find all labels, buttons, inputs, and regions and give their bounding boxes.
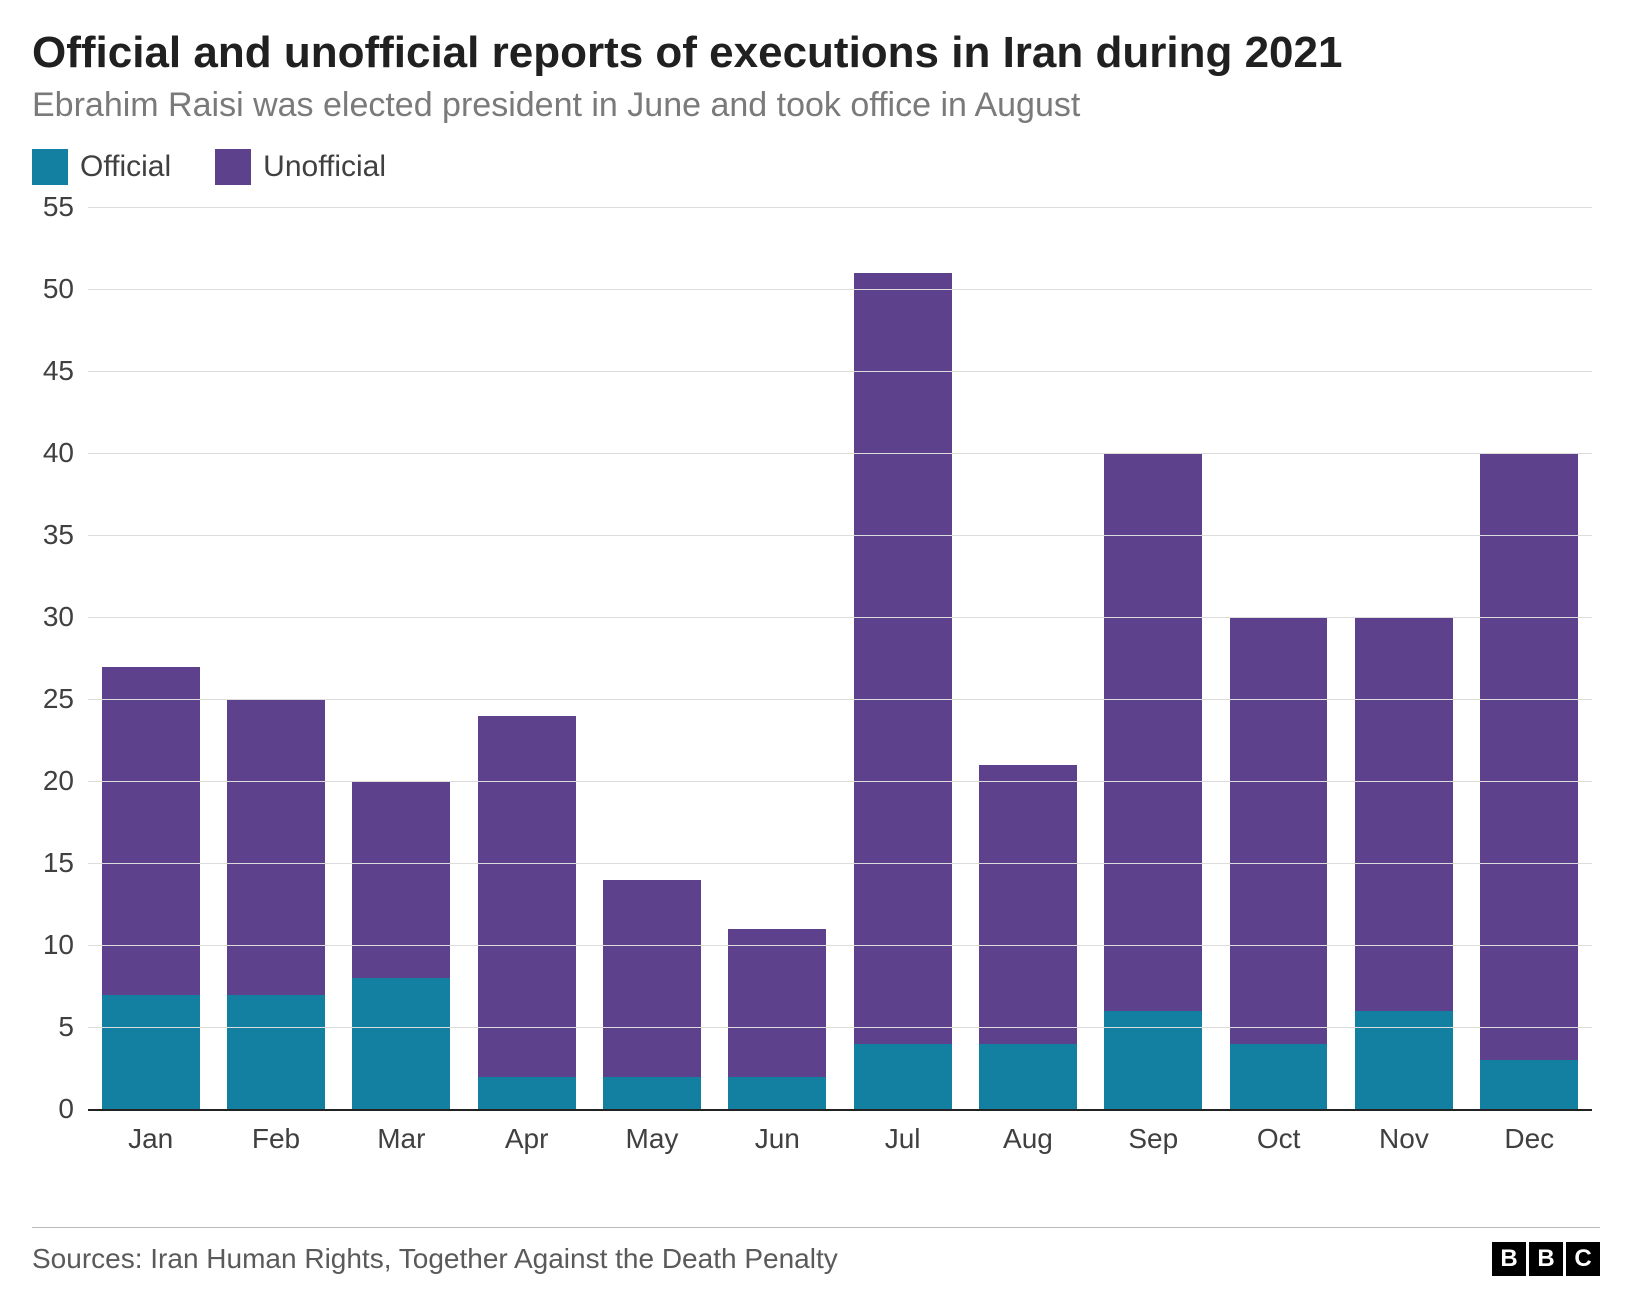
bar-segment-unofficial <box>979 765 1077 1044</box>
bar-segment-official <box>728 1077 826 1110</box>
stacked-bar <box>854 273 952 1109</box>
chart-subtitle: Ebrahim Raisi was elected president in J… <box>32 85 1600 126</box>
plot: JanFebMarAprMayJunJulAugSepOctNovDec 051… <box>88 207 1592 1111</box>
x-axis-label: May <box>626 1123 679 1155</box>
bar-segment-official <box>352 978 450 1109</box>
bar-slot: Jul <box>840 207 965 1109</box>
x-axis-label: Mar <box>377 1123 425 1155</box>
bar-segment-official <box>102 995 200 1110</box>
bbc-logo-letter: B <box>1529 1242 1563 1276</box>
bar-slot: Nov <box>1341 207 1466 1109</box>
source-text: Sources: Iran Human Rights, Together Aga… <box>32 1243 838 1275</box>
bar-segment-official <box>1355 1011 1453 1109</box>
gridline <box>88 781 1592 782</box>
gridline <box>88 1027 1592 1028</box>
bar-slot: Oct <box>1216 207 1341 1109</box>
legend-swatch-unofficial <box>215 149 251 185</box>
bar-slot: Mar <box>339 207 464 1109</box>
bar-slot: Dec <box>1467 207 1592 1109</box>
gridline <box>88 945 1592 946</box>
stacked-bar <box>728 929 826 1109</box>
y-axis-label: 40 <box>43 437 88 469</box>
y-axis-label: 10 <box>43 929 88 961</box>
bar-slot: May <box>589 207 714 1109</box>
bar-segment-official <box>1230 1044 1328 1110</box>
x-axis-label: Feb <box>252 1123 300 1155</box>
x-axis-label: Aug <box>1003 1123 1053 1155</box>
chart-footer: Sources: Iran Human Rights, Together Aga… <box>32 1227 1600 1276</box>
legend-label-unofficial: Unofficial <box>263 150 386 184</box>
gridline <box>88 371 1592 372</box>
y-axis-label: 30 <box>43 601 88 633</box>
x-axis-label: Jun <box>755 1123 800 1155</box>
gridline <box>88 453 1592 454</box>
y-axis-label: 55 <box>43 191 88 223</box>
stacked-bar <box>603 880 701 1110</box>
bar-segment-unofficial <box>478 716 576 1077</box>
x-axis-label: Nov <box>1379 1123 1429 1155</box>
y-axis-label: 15 <box>43 847 88 879</box>
bar-slot: Jan <box>88 207 213 1109</box>
stacked-bar <box>227 699 325 1109</box>
y-axis-label: 35 <box>43 519 88 551</box>
gridline <box>88 535 1592 536</box>
bar-segment-official <box>603 1077 701 1110</box>
bar-segment-official <box>1104 1011 1202 1109</box>
bar-segment-unofficial <box>1104 453 1202 1011</box>
bar-segment-unofficial <box>1480 453 1578 1060</box>
x-axis-label: Sep <box>1128 1123 1178 1155</box>
chart-container: Official and unofficial reports of execu… <box>0 0 1632 1300</box>
gridline <box>88 617 1592 618</box>
y-axis-label: 50 <box>43 273 88 305</box>
bar-segment-unofficial <box>227 699 325 994</box>
x-axis-label: Oct <box>1257 1123 1301 1155</box>
bar-segment-unofficial <box>1230 617 1328 1043</box>
bar-segment-official <box>979 1044 1077 1110</box>
y-axis-label: 5 <box>58 1011 88 1043</box>
bar-segment-official <box>227 995 325 1110</box>
y-axis-label: 20 <box>43 765 88 797</box>
legend-item-unofficial: Unofficial <box>215 149 386 185</box>
stacked-bar <box>102 667 200 1110</box>
bar-slot: Aug <box>965 207 1090 1109</box>
gridline <box>88 207 1592 208</box>
chart-title: Official and unofficial reports of execu… <box>32 28 1600 79</box>
legend: Official Unofficial <box>32 149 1600 185</box>
chart-plot-area: JanFebMarAprMayJunJulAugSepOctNovDec 051… <box>88 207 1592 1167</box>
bar-segment-unofficial <box>1355 617 1453 1011</box>
bar-slot: Jun <box>715 207 840 1109</box>
gridline <box>88 699 1592 700</box>
y-axis-label: 0 <box>58 1093 88 1125</box>
bar-segment-unofficial <box>352 781 450 978</box>
x-axis-label: Jan <box>128 1123 173 1155</box>
bbc-logo: B B C <box>1492 1242 1600 1276</box>
x-axis-label: Dec <box>1504 1123 1554 1155</box>
bar-slot: Sep <box>1091 207 1216 1109</box>
bbc-logo-letter: C <box>1566 1242 1600 1276</box>
bars-row: JanFebMarAprMayJunJulAugSepOctNovDec <box>88 207 1592 1109</box>
bar-segment-official <box>1480 1060 1578 1109</box>
bar-segment-unofficial <box>854 273 952 1044</box>
bar-segment-unofficial <box>603 880 701 1077</box>
bar-segment-unofficial <box>728 929 826 1077</box>
stacked-bar <box>478 716 576 1110</box>
bar-slot: Feb <box>213 207 338 1109</box>
x-axis-label: Jul <box>885 1123 921 1155</box>
bar-slot: Apr <box>464 207 589 1109</box>
gridline <box>88 289 1592 290</box>
x-axis-label: Apr <box>505 1123 549 1155</box>
legend-label-official: Official <box>80 150 171 184</box>
y-axis-label: 45 <box>43 355 88 387</box>
bar-segment-official <box>854 1044 952 1110</box>
bar-segment-official <box>478 1077 576 1110</box>
legend-swatch-official <box>32 149 68 185</box>
y-axis-label: 25 <box>43 683 88 715</box>
legend-item-official: Official <box>32 149 171 185</box>
stacked-bar <box>979 765 1077 1109</box>
bbc-logo-letter: B <box>1492 1242 1526 1276</box>
gridline <box>88 863 1592 864</box>
